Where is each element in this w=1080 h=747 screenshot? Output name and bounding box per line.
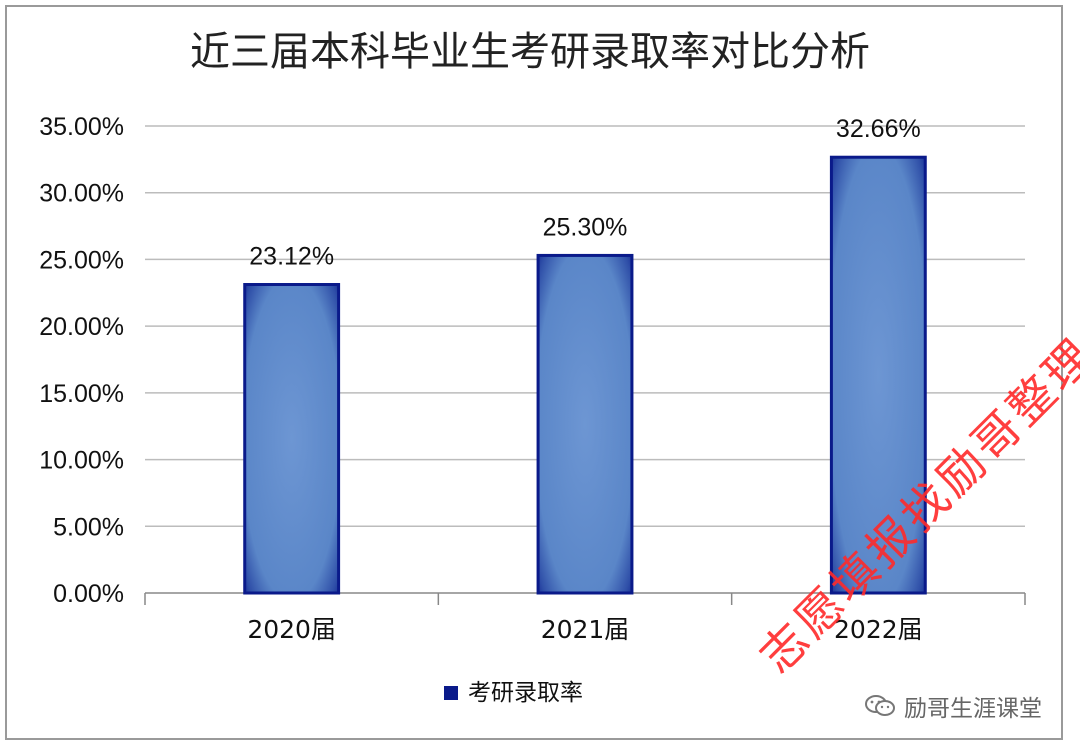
y-tick-label: 30.00% bbox=[39, 180, 124, 208]
bar bbox=[243, 283, 341, 595]
y-tick-label: 35.00% bbox=[39, 113, 124, 141]
bar bbox=[829, 155, 927, 595]
y-tick-label: 0.00% bbox=[53, 580, 124, 608]
source-label: 励哥生涯课堂 bbox=[904, 696, 1042, 722]
y-tick-label: 25.00% bbox=[39, 246, 124, 274]
y-tick-label: 5.00% bbox=[53, 513, 124, 541]
data-label: 23.12% bbox=[249, 243, 334, 271]
bar bbox=[536, 253, 634, 595]
data-label: 32.66% bbox=[836, 115, 921, 143]
x-tick-label: 2021届 bbox=[541, 615, 630, 644]
x-tick-label: 2022届 bbox=[834, 615, 923, 644]
legend-label: 考研录取率 bbox=[468, 680, 583, 706]
y-tick-label: 10.00% bbox=[39, 447, 124, 475]
y-tick-label: 20.00% bbox=[39, 313, 124, 341]
data-label: 25.30% bbox=[543, 213, 628, 241]
y-tick-label: 15.00% bbox=[39, 380, 124, 408]
chart-title: 近三届本科毕业生考研录取率对比分析 bbox=[190, 29, 870, 75]
wechat-icon bbox=[865, 695, 895, 716]
x-tick-label: 2020届 bbox=[247, 615, 336, 644]
source-credit: 励哥生涯课堂 bbox=[864, 689, 1042, 723]
legend-swatch bbox=[444, 686, 458, 700]
